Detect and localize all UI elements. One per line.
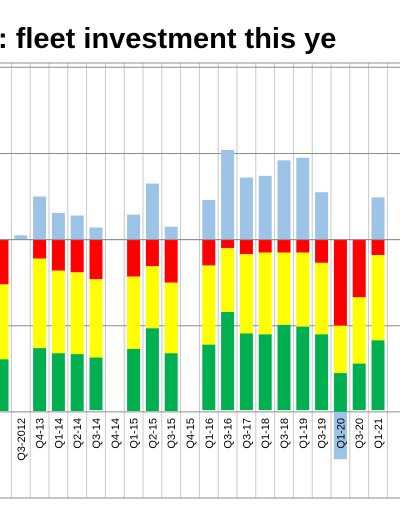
bar-segment	[0, 239, 9, 285]
bar-segment	[0, 359, 9, 411]
bar-segment	[145, 328, 159, 411]
bar-segment	[51, 353, 65, 411]
bar-segment	[70, 215, 84, 240]
bar-segment	[33, 258, 47, 349]
x-tick-label: Q1-14	[53, 418, 65, 449]
bar-segment	[258, 334, 272, 411]
bar-segment	[296, 252, 310, 327]
bar-segment	[239, 254, 253, 334]
x-tick-label: Q4-14	[110, 418, 122, 449]
bar-segment	[164, 226, 178, 240]
bar-segment	[127, 348, 141, 411]
x-tick-label: Q3-20	[354, 418, 366, 449]
bar-segment	[258, 175, 272, 240]
x-tick-label: Q3-19	[317, 418, 329, 449]
x-tick-label: Q2-15	[147, 418, 159, 449]
x-tick-label: Q2-14	[72, 418, 84, 449]
bar-segment	[333, 239, 347, 326]
x-tick-label: Q1-19	[298, 418, 310, 449]
bar-segment	[127, 214, 141, 240]
bar-segment	[239, 177, 253, 240]
bar-segment	[258, 252, 272, 335]
bar-segment	[315, 262, 329, 335]
x-tick-label: Q3-16	[223, 418, 235, 449]
bar-segment	[51, 239, 65, 271]
bar-segment	[333, 325, 347, 374]
bar-segment	[70, 354, 84, 411]
x-tick-label: Q1-18	[260, 418, 272, 449]
x-tick-label: Q1-21	[373, 418, 385, 449]
bar-segment	[296, 326, 310, 411]
bar-segment	[127, 239, 141, 277]
bar-segment	[145, 266, 159, 329]
bar-segment	[296, 157, 310, 240]
bar-segment	[202, 199, 216, 240]
bar-segment	[89, 227, 103, 240]
bar-segment	[221, 239, 235, 249]
x-tick-label: Q1-16	[204, 418, 216, 449]
bar-segment	[371, 255, 385, 341]
bar-segment	[145, 183, 159, 240]
bar-segment	[352, 239, 366, 298]
bar-segment	[89, 239, 103, 280]
bar-segment	[70, 272, 84, 355]
bar-segment	[333, 411, 347, 460]
bar-segment	[221, 248, 235, 312]
bar-segment	[371, 239, 385, 256]
bar-segment	[221, 150, 235, 240]
plot-frame	[0, 62, 400, 499]
bar-segment	[239, 239, 253, 255]
x-tick-label: Q3-14	[91, 418, 103, 449]
bar-segment	[33, 239, 47, 259]
bar-segment	[315, 192, 329, 240]
bar-segment	[164, 282, 178, 354]
bar-segment	[352, 363, 366, 411]
bar-segment	[89, 357, 103, 411]
bar-segment	[277, 239, 291, 253]
bar-segment	[127, 276, 141, 349]
x-tick-label: Q4-13	[35, 418, 47, 449]
bar-segment	[315, 239, 329, 263]
bar-segment	[296, 239, 310, 253]
bar-segment	[14, 235, 28, 240]
x-tick-label: Q1-20	[335, 418, 347, 449]
bar-segment	[371, 197, 385, 240]
x-tick-label: Q3-2012	[16, 418, 28, 461]
bar-segment	[352, 297, 366, 364]
bar-segment	[89, 279, 103, 358]
x-tick-label: Q4-15	[185, 418, 197, 449]
bar-segment	[202, 344, 216, 411]
bar-segment	[258, 239, 272, 253]
bar-segment	[221, 311, 235, 411]
bar-segment	[202, 239, 216, 266]
bar-segment	[164, 353, 178, 411]
x-tick-label: Q3-15	[166, 418, 178, 449]
x-tick-label: Q3-17	[241, 418, 253, 449]
bar-segment	[33, 348, 47, 411]
bar-segment	[51, 212, 65, 240]
bar-segment	[371, 340, 385, 411]
bar-segment	[333, 373, 347, 412]
x-tick-label: Q1-15	[129, 418, 141, 449]
bar-segment	[239, 333, 253, 411]
bar-segment	[145, 239, 159, 267]
bar-segment	[277, 324, 291, 411]
bar-segment	[33, 196, 47, 240]
bar-segment	[51, 270, 65, 354]
bar-segment	[164, 239, 178, 283]
chart-title: : fleet investment this ye	[0, 23, 336, 55]
bar-segment	[70, 239, 84, 273]
x-tick-label: Q3-18	[279, 418, 291, 449]
bar-segment	[277, 160, 291, 240]
bar-segment	[315, 334, 329, 411]
bar-segment	[277, 252, 291, 325]
bar-segment	[0, 284, 9, 360]
bar-segment	[202, 265, 216, 345]
